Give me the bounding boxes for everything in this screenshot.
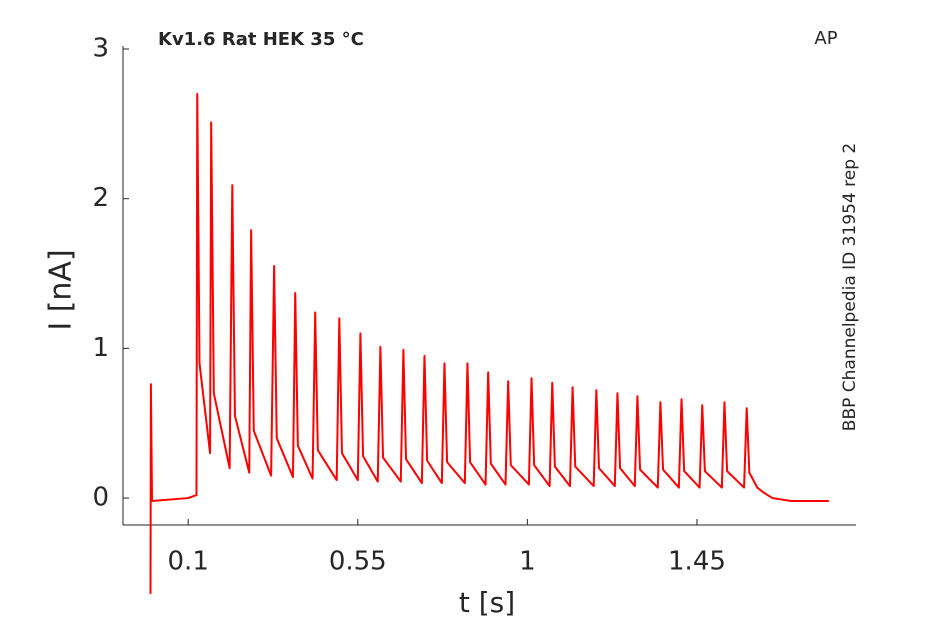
chart-title: Kv1.6 Rat HEK 35 °C bbox=[158, 29, 364, 50]
x-tick-label: 0.55 bbox=[329, 547, 387, 577]
x-tick-label: 0.1 bbox=[168, 547, 209, 577]
x-tick-label: 1.45 bbox=[668, 547, 726, 577]
side-label: BBP Channelpedia ID 31954 rep 2 bbox=[840, 143, 860, 431]
trace bbox=[149, 92, 829, 594]
x-tick-label: 1 bbox=[519, 547, 536, 577]
y-tick-label: 2 bbox=[92, 183, 109, 213]
y-axis-label: I [nA] bbox=[44, 249, 79, 330]
x-axis-label: t [s] bbox=[459, 586, 515, 619]
y-tick-label: 3 bbox=[92, 33, 109, 63]
annotation: AP bbox=[814, 28, 837, 49]
y-tick-label: 0 bbox=[92, 483, 109, 513]
y-tick-label: 1 bbox=[92, 333, 109, 363]
